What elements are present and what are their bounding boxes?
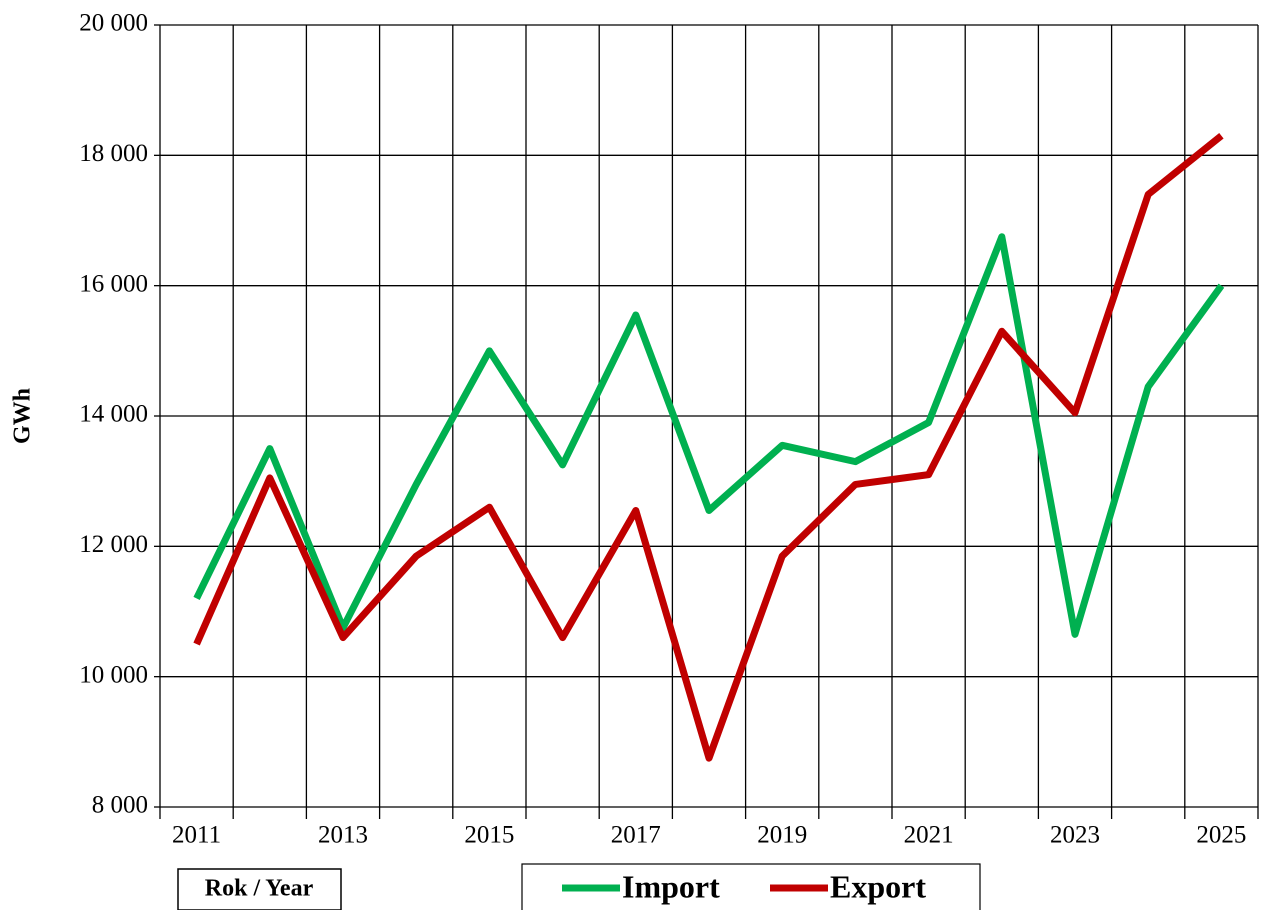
y-tick-label: 8 000	[92, 792, 148, 819]
series-line	[193, 233, 1225, 638]
x-tick-label: 2017	[611, 822, 661, 849]
y-tick-label: 12 000	[79, 531, 148, 558]
x-tick-label: 2013	[318, 822, 368, 849]
y-axis-label: GWh	[10, 388, 36, 444]
x-axis-label: Rok / Year	[205, 876, 314, 902]
y-tick-label: 16 000	[79, 270, 148, 297]
y-tick-label: 10 000	[79, 661, 148, 688]
x-tick-label: 2011	[172, 822, 221, 849]
x-tick-label: 2019	[757, 822, 807, 849]
x-tick-label: 2025	[1196, 822, 1246, 849]
y-tick-label: 14 000	[79, 401, 148, 428]
series-line	[193, 133, 1224, 762]
x-label-box	[177, 868, 342, 910]
legend-label: Export	[830, 868, 926, 904]
y-tick-label: 18 000	[79, 140, 148, 167]
x-tick-label: 2023	[1050, 822, 1100, 849]
x-tick-label: 2015	[464, 822, 514, 849]
legend-label: Import	[622, 868, 720, 904]
y-tick-label: 20 000	[79, 10, 148, 37]
legend-box	[521, 863, 981, 910]
x-tick-label: 2021	[904, 822, 954, 849]
